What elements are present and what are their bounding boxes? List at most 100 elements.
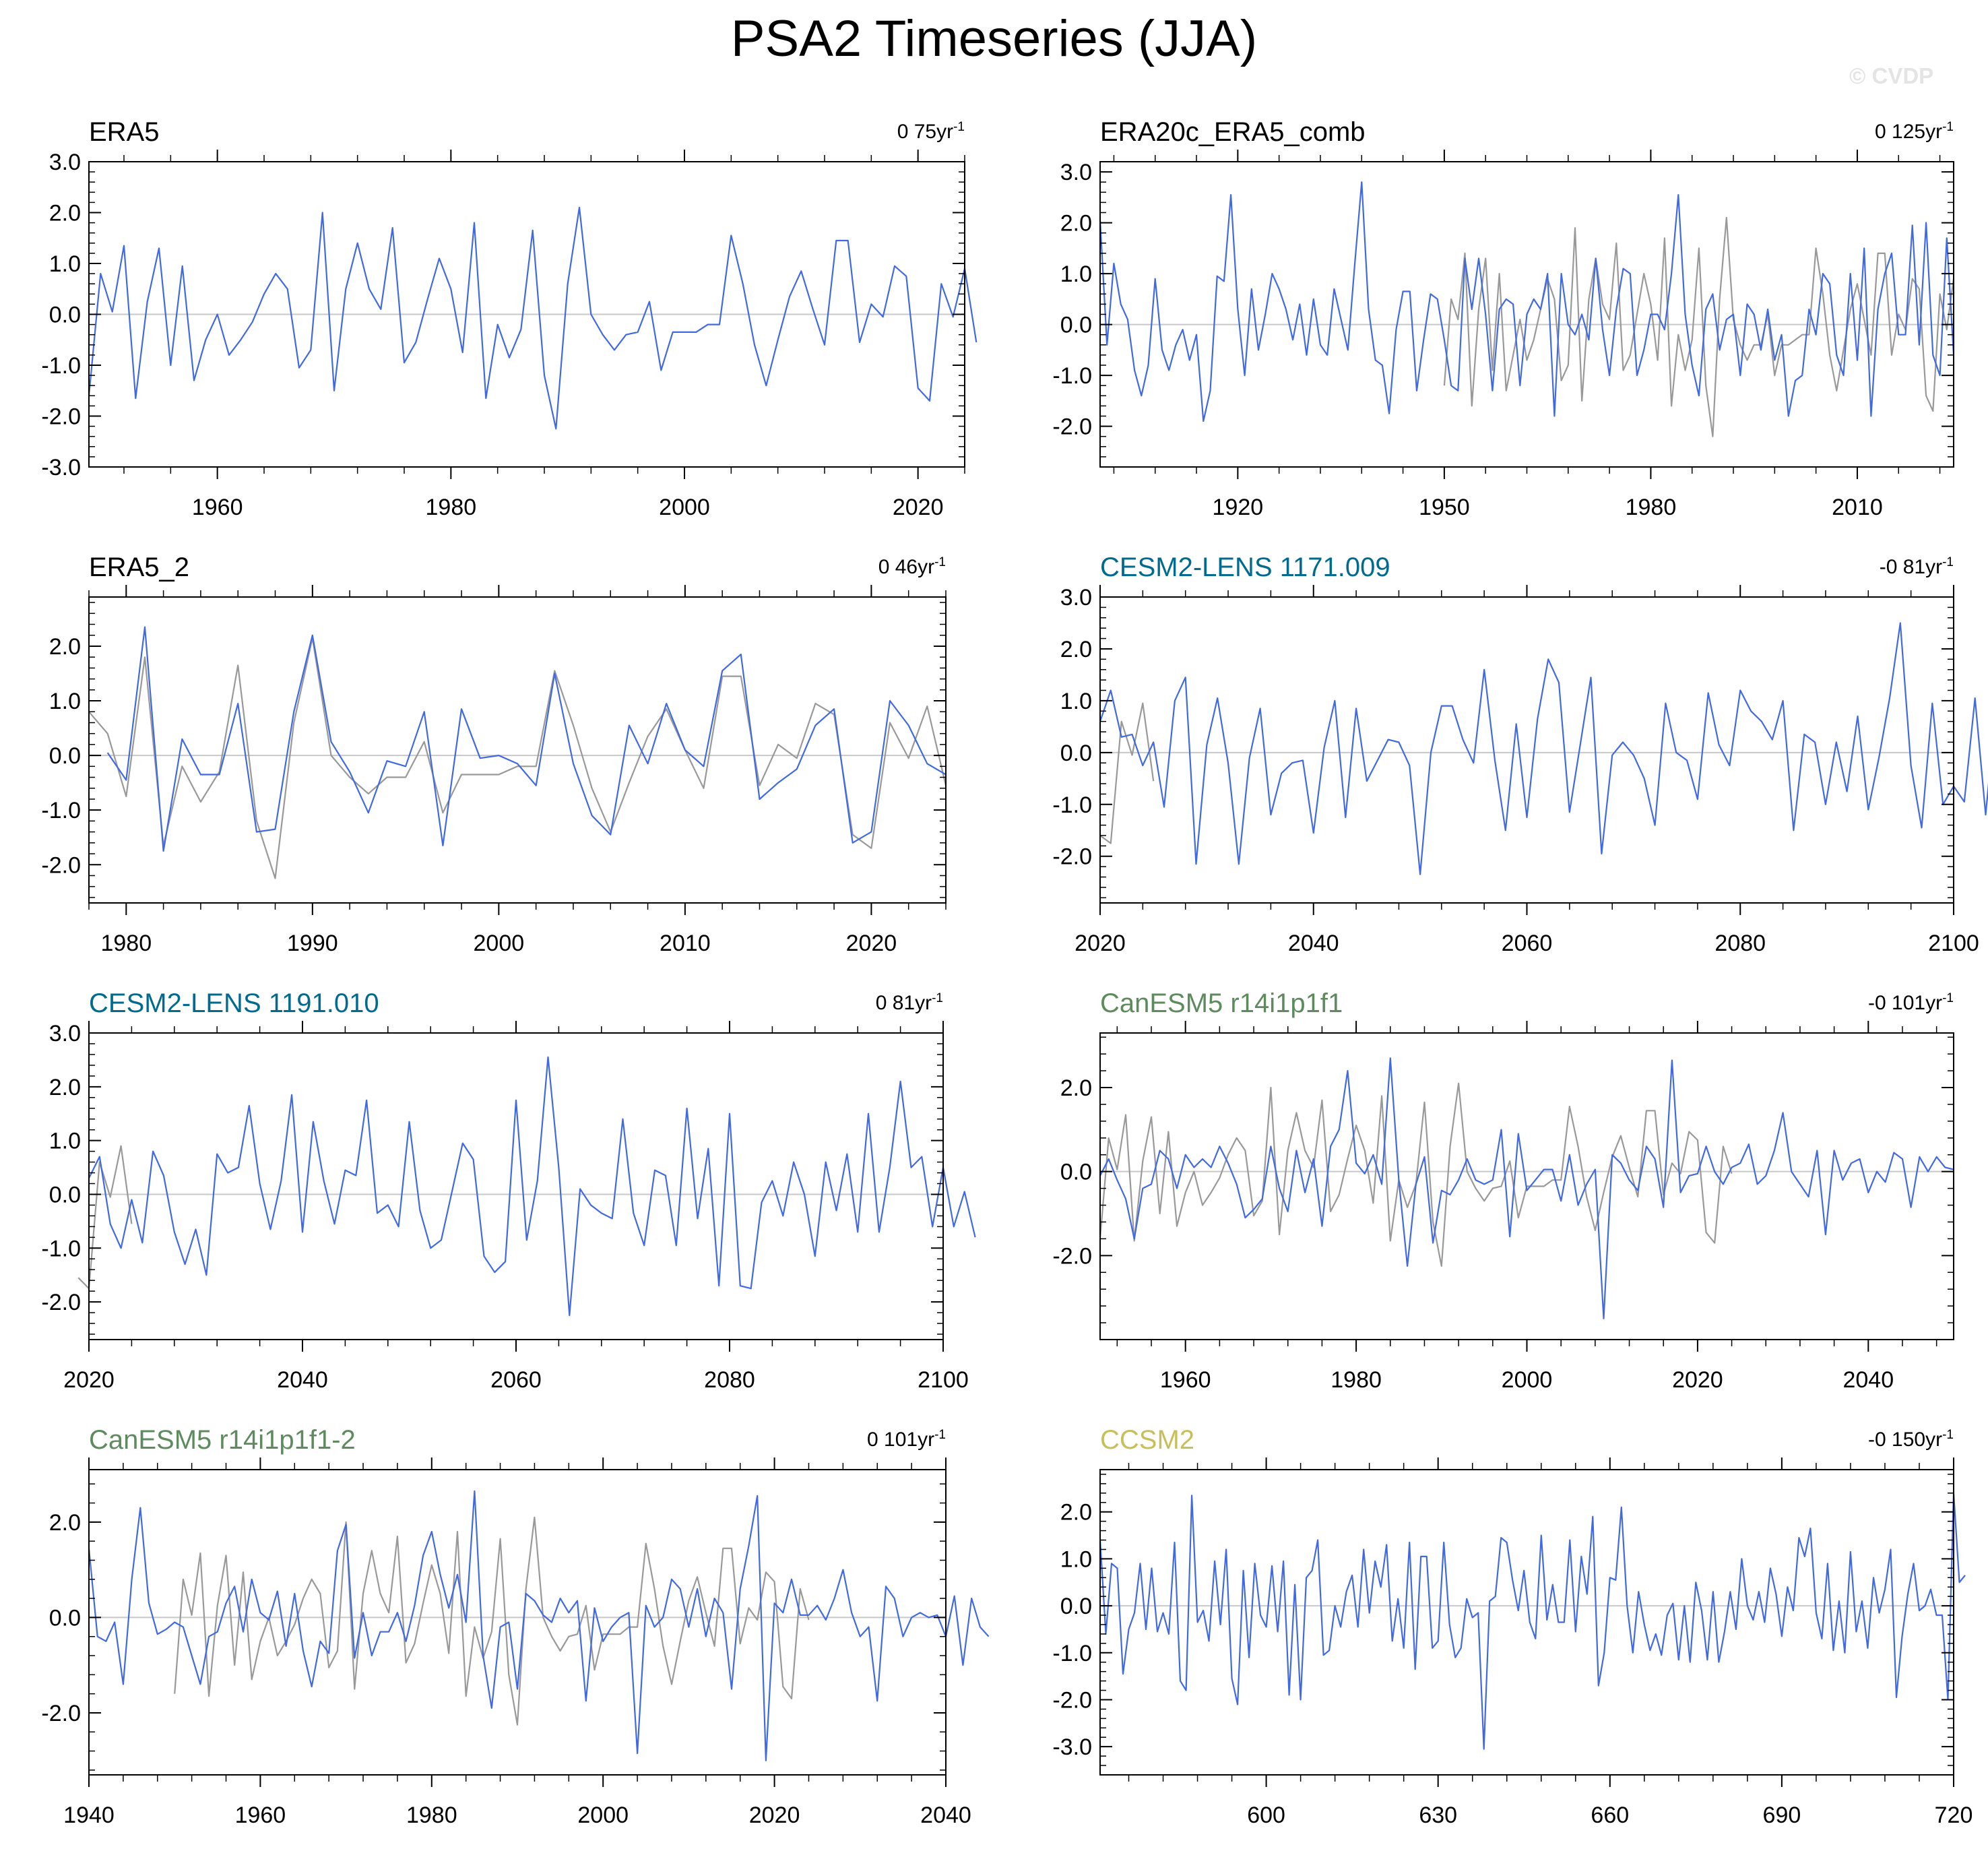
- x-tick-label: 1920: [1213, 495, 1264, 520]
- series-line-era5: [174, 1516, 810, 1726]
- panel-6: -2.0 0.0 2.0 1960 1980 2000 2020 2040: [1052, 1021, 1954, 1393]
- y-tick-label: 1.0: [49, 251, 81, 277]
- panel-title: CESM2-LENS 1171.009: [1100, 553, 1390, 582]
- x-tick-label: 1980: [426, 495, 477, 520]
- panel-1: -3.0 -2.0 -1.0 0.0 1.0 2.0 3.0 1960 1980 2000 2020: [41, 150, 977, 520]
- x-tick-label: 2060: [490, 1367, 542, 1393]
- series-line-cesm2-lens-1191-010: [88, 1056, 976, 1317]
- x-tick-label: 630: [1419, 1802, 1457, 1828]
- y-tick-label: 2.0: [49, 634, 81, 660]
- y-tick-label: 2.0: [1060, 211, 1092, 237]
- y-tick-label: 1.0: [49, 689, 81, 714]
- y-tick-label: 0.0: [1060, 313, 1092, 338]
- y-tick-label: 2.0: [49, 1510, 81, 1536]
- x-tick-label: 1980: [1626, 495, 1677, 520]
- x-tick-label: 2020: [749, 1802, 800, 1828]
- series-line-era5: [77, 1145, 133, 1290]
- series-line-era5-2: [106, 626, 947, 852]
- trend-exponent: -1: [1942, 991, 1954, 1005]
- trend-label: -0 81yr-1: [1880, 555, 1954, 579]
- x-tick-label: 2080: [1714, 931, 1766, 956]
- y-tick-label: -3.0: [1052, 1734, 1092, 1760]
- trend-label: -0 150yr-1: [1868, 1428, 1954, 1451]
- x-tick-label: 600: [1247, 1802, 1285, 1828]
- x-tick-label: 2000: [659, 495, 710, 520]
- trend-exponent: -1: [934, 555, 946, 569]
- plot-frame: [88, 1032, 944, 1340]
- x-tick-label: 1940: [63, 1802, 115, 1828]
- panel-title: ERA5: [89, 117, 160, 147]
- x-tick-label: 2100: [918, 1367, 969, 1393]
- x-tick-label: 1990: [287, 931, 338, 956]
- x-tick-label: 2020: [846, 931, 897, 956]
- trend-exponent: -1: [1942, 120, 1954, 134]
- panel-title: CanESM5 r14i1p1f1-2: [89, 1425, 356, 1455]
- y-tick-label: 3.0: [1060, 160, 1092, 185]
- series-line-era5: [88, 637, 947, 879]
- y-tick-label: 2.0: [1060, 1075, 1092, 1101]
- panel-2: -2.0 -1.0 0.0 1.0 2.0 3.0 1920 1950 1980 2010: [1052, 150, 1955, 520]
- series-line-era5: [1099, 1082, 1733, 1267]
- panel-title: ERA5_2: [89, 553, 189, 582]
- y-tick-label: 2.0: [1060, 637, 1092, 662]
- y-tick-label: -2.0: [41, 852, 81, 878]
- panel-8: -3.0 -2.0 -1.0 0.0 1.0 2.0 600 630 660 690 720: [1052, 1457, 1973, 1828]
- trend-label: 0 101yr-1: [867, 1428, 946, 1451]
- y-tick-label: 0.0: [49, 1182, 81, 1207]
- x-tick-label: 1960: [192, 495, 243, 520]
- trend-exponent: -1: [1942, 1428, 1954, 1442]
- y-tick-label: -2.0: [41, 404, 81, 430]
- series-line-canesm5-r14i1p1f1: [1099, 1057, 1954, 1319]
- panel-title: CanESM5 r14i1p1f1: [1100, 989, 1343, 1018]
- y-tick-label: 1.0: [1060, 261, 1092, 287]
- y-tick-label: -2.0: [41, 1701, 81, 1726]
- trend-value: 0 46yr: [878, 556, 935, 578]
- trend-label: 0 81yr-1: [876, 991, 943, 1015]
- x-tick-label: 1950: [1419, 495, 1470, 520]
- x-tick-label: 2020: [1672, 1367, 1723, 1393]
- y-tick-label: 1.0: [1060, 689, 1092, 714]
- y-tick-label: -2.0: [41, 1290, 81, 1315]
- y-tick-label: 3.0: [49, 150, 81, 175]
- x-tick-label: 1960: [235, 1802, 286, 1828]
- panel-title: ERA20c_ERA5_comb: [1100, 117, 1366, 147]
- watermark: © CVDP: [1849, 63, 1934, 88]
- y-tick-label: 0.0: [49, 743, 81, 769]
- series-line-cesm2-lens-1171-009: [1099, 622, 1988, 875]
- x-tick-label: 2040: [1842, 1367, 1894, 1393]
- y-tick-label: -1.0: [41, 798, 81, 823]
- y-tick-label: 0.0: [49, 1605, 81, 1631]
- series-line-canesm5-r14i1p1f1-2: [88, 1490, 990, 1761]
- y-tick-label: 3.0: [49, 1021, 81, 1046]
- panel-7: -2.0 0.0 2.0 1940 1960 1980 2000 2020 2040: [41, 1457, 990, 1828]
- y-tick-label: -3.0: [41, 455, 81, 480]
- x-tick-label: 720: [1935, 1802, 1973, 1828]
- x-tick-label: 2040: [277, 1367, 328, 1393]
- panel-4: -2.0 -1.0 0.0 1.0 2.0 3.0 2020 2040 2060 2080 2100: [1052, 585, 1988, 956]
- y-tick-label: -1.0: [1052, 1641, 1092, 1666]
- y-tick-label: -1.0: [1052, 792, 1092, 818]
- trend-exponent: -1: [1942, 555, 1954, 569]
- x-tick-label: 2020: [1075, 931, 1126, 956]
- x-tick-label: 2020: [893, 495, 944, 520]
- trend-value: -0 81yr: [1879, 556, 1943, 578]
- y-tick-label: -1.0: [1052, 363, 1092, 389]
- x-tick-label: 2010: [1832, 495, 1883, 520]
- x-tick-label: 2020: [63, 1367, 115, 1393]
- y-tick-label: 1.0: [49, 1129, 81, 1154]
- series-line-era5: [1099, 702, 1155, 844]
- trend-label: -0 101yr-1: [1868, 991, 1954, 1015]
- series-line-era20c-era5-comb: [1099, 181, 1955, 422]
- x-tick-label: 2080: [704, 1367, 755, 1393]
- trend-label: 0 46yr-1: [878, 555, 946, 579]
- plot-frame: [88, 596, 947, 904]
- trend-exponent: -1: [953, 120, 965, 134]
- y-tick-label: 2.0: [1060, 1500, 1092, 1526]
- trend-value: 0 101yr: [867, 1429, 935, 1451]
- y-tick-label: 0.0: [1060, 741, 1092, 766]
- series-line-ccsm2: [1099, 1492, 1966, 1750]
- x-tick-label: 2040: [1288, 931, 1339, 956]
- series-line-era5: [88, 206, 977, 430]
- x-tick-label: 1980: [1330, 1367, 1382, 1393]
